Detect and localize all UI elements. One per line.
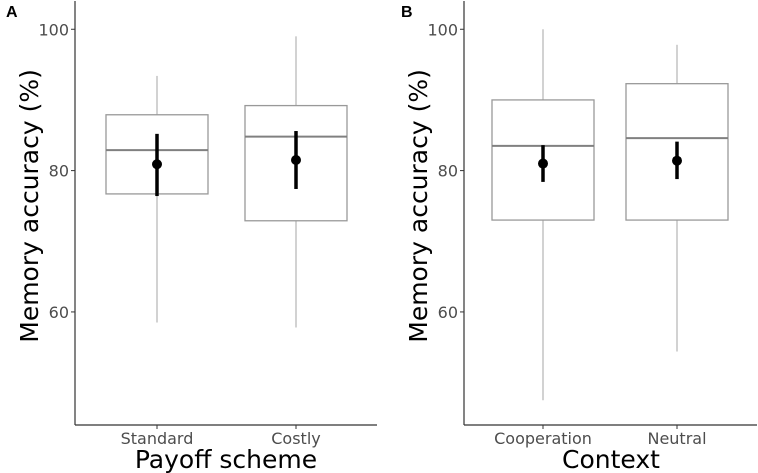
box-iqr <box>625 83 729 221</box>
panel-label: B <box>401 4 413 21</box>
x-tick-label: Cooperation <box>494 429 592 448</box>
mean-point <box>538 158 548 169</box>
panel-b: B 60 80 100 Memory accuracy (%) ContextCooper… <box>401 1 757 473</box>
x-tick-label: Costly <box>271 429 320 448</box>
x-axis-title: Context <box>562 445 660 473</box>
panel-a: A 60 80 100 Memory accuracy (%) Payoff scheme… <box>6 1 377 473</box>
y-tick-label: 80 <box>49 162 69 181</box>
y-tick-label: 60 <box>49 303 69 322</box>
y-axis-title: Memory accuracy (%) <box>15 69 44 343</box>
y-axis-title: Memory accuracy (%) <box>404 69 433 343</box>
x-tick-label: Neutral <box>647 429 706 448</box>
mean-point <box>672 155 682 166</box>
mean-point <box>291 155 301 165</box>
y-tick-label: 60 <box>438 303 458 322</box>
y-tick-label: 100 <box>38 20 69 39</box>
box-iqr <box>491 99 595 221</box>
panel-label: A <box>6 4 18 21</box>
mean-point <box>152 159 162 170</box>
box-iqr <box>244 104 348 222</box>
y-tick-label: 80 <box>438 162 458 181</box>
x-axis-title: Payoff scheme <box>135 445 317 473</box>
x-tick-label: Standard <box>121 429 194 448</box>
y-tick-label: 100 <box>427 20 458 39</box>
